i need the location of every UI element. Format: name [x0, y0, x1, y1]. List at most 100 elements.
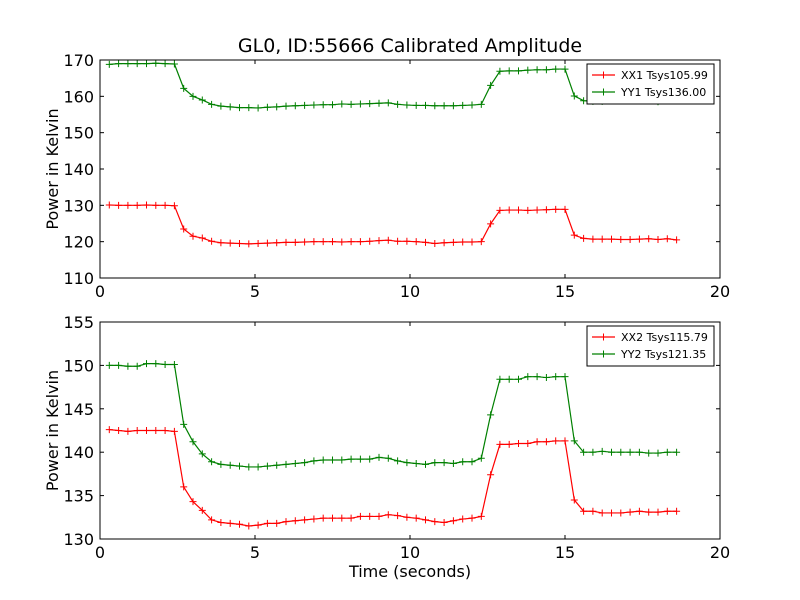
data-point — [273, 103, 281, 111]
data-point — [468, 238, 476, 246]
data-point — [570, 437, 578, 445]
data-point — [152, 201, 160, 209]
data-point — [496, 440, 504, 448]
legend: XX1 Tsys105.99 YY1 Tsys136.00 — [586, 63, 715, 105]
data-point — [505, 375, 513, 383]
data-point — [273, 461, 281, 469]
data-point — [105, 426, 113, 434]
series-line-1 — [109, 204, 677, 245]
data-point — [301, 459, 309, 467]
data-point — [329, 514, 336, 522]
data-point — [477, 100, 485, 108]
data-point — [236, 104, 243, 112]
data-point — [189, 498, 197, 506]
data-point — [552, 373, 560, 381]
data-point — [291, 102, 299, 110]
data-point — [236, 239, 243, 247]
x-axis-label: Time (seconds) — [348, 562, 471, 581]
data-point — [580, 234, 588, 242]
data-point — [580, 97, 588, 105]
data-point — [412, 459, 420, 467]
data-point — [347, 455, 355, 463]
data-point — [580, 448, 588, 456]
data-point — [412, 514, 420, 522]
plot-bottom: 0 5 10 15 20 130 135 140 145 150 155 Power in Kelvi… — [43, 313, 730, 581]
y-tick-label: 160 — [63, 87, 94, 106]
data-point — [152, 427, 160, 434]
data-point — [356, 100, 364, 108]
data-point — [598, 509, 606, 517]
data-point — [431, 518, 439, 526]
data-point — [170, 60, 178, 68]
data-point — [412, 238, 420, 246]
legend-marker — [600, 350, 607, 358]
data-point — [291, 238, 299, 246]
y-tick-label: 135 — [63, 487, 94, 506]
x-tick-label: 0 — [95, 282, 105, 301]
data-point — [115, 201, 123, 209]
data-point — [217, 460, 225, 468]
data-point — [217, 102, 225, 110]
plot-top: 0 5 10 15 20 110 120 130 140 150 160 170 Power in Ke… — [43, 51, 730, 301]
data-point — [282, 102, 290, 110]
x-tick-label: 15 — [555, 282, 575, 301]
data-point — [152, 360, 160, 368]
y-tick-label: 110 — [63, 269, 94, 288]
data-point — [133, 201, 141, 209]
data-point — [319, 101, 327, 109]
data-point — [487, 411, 495, 419]
data-point — [459, 515, 467, 523]
chart-title: GL0, ID:55666 Calibrated Amplitude — [238, 35, 582, 57]
data-point — [170, 202, 178, 210]
series-line-2 — [109, 363, 677, 468]
legend-label: XX2 Tsys115.79 — [621, 331, 708, 344]
data-point — [384, 236, 392, 244]
data-point — [542, 438, 550, 446]
data-point — [635, 507, 643, 515]
data-point — [180, 420, 188, 428]
data-point — [384, 511, 392, 519]
data-point — [254, 463, 262, 471]
data-point — [226, 239, 234, 247]
data-point — [263, 103, 271, 111]
data-point — [375, 453, 383, 461]
data-point — [143, 60, 150, 68]
legend-box — [586, 325, 715, 367]
data-point — [561, 205, 569, 213]
x-tick-label: 20 — [710, 282, 730, 301]
data-point — [505, 440, 513, 448]
data-point — [161, 361, 169, 369]
data-point — [449, 517, 457, 525]
data-point — [115, 361, 123, 369]
data-point — [226, 519, 234, 527]
data-point — [524, 206, 532, 214]
data-point — [236, 462, 243, 470]
data-point — [161, 427, 169, 434]
data-point — [310, 238, 318, 246]
data-point — [143, 360, 150, 368]
data-point — [198, 96, 206, 104]
data-point — [431, 459, 439, 467]
x-tick-label: 0 — [95, 543, 105, 562]
data-point — [459, 101, 467, 109]
data-point — [180, 483, 188, 491]
data-point — [394, 512, 402, 520]
data-point — [319, 456, 327, 464]
x-tick-label: 5 — [250, 282, 260, 301]
data-point — [403, 459, 411, 467]
data-point — [663, 448, 671, 456]
data-point — [477, 454, 485, 462]
y-tick-label: 150 — [63, 356, 94, 375]
data-point — [468, 514, 476, 522]
legend: XX2 Tsys115.79 YY2 Tsys121.35 — [586, 325, 715, 367]
data-point — [236, 520, 243, 528]
data-point — [366, 512, 374, 520]
data-point — [542, 66, 550, 74]
data-point — [189, 438, 197, 446]
data-point — [105, 201, 113, 209]
data-point — [589, 507, 597, 515]
data-point — [459, 238, 467, 246]
data-point — [245, 104, 253, 112]
data-point — [570, 496, 578, 504]
data-point — [384, 99, 392, 107]
